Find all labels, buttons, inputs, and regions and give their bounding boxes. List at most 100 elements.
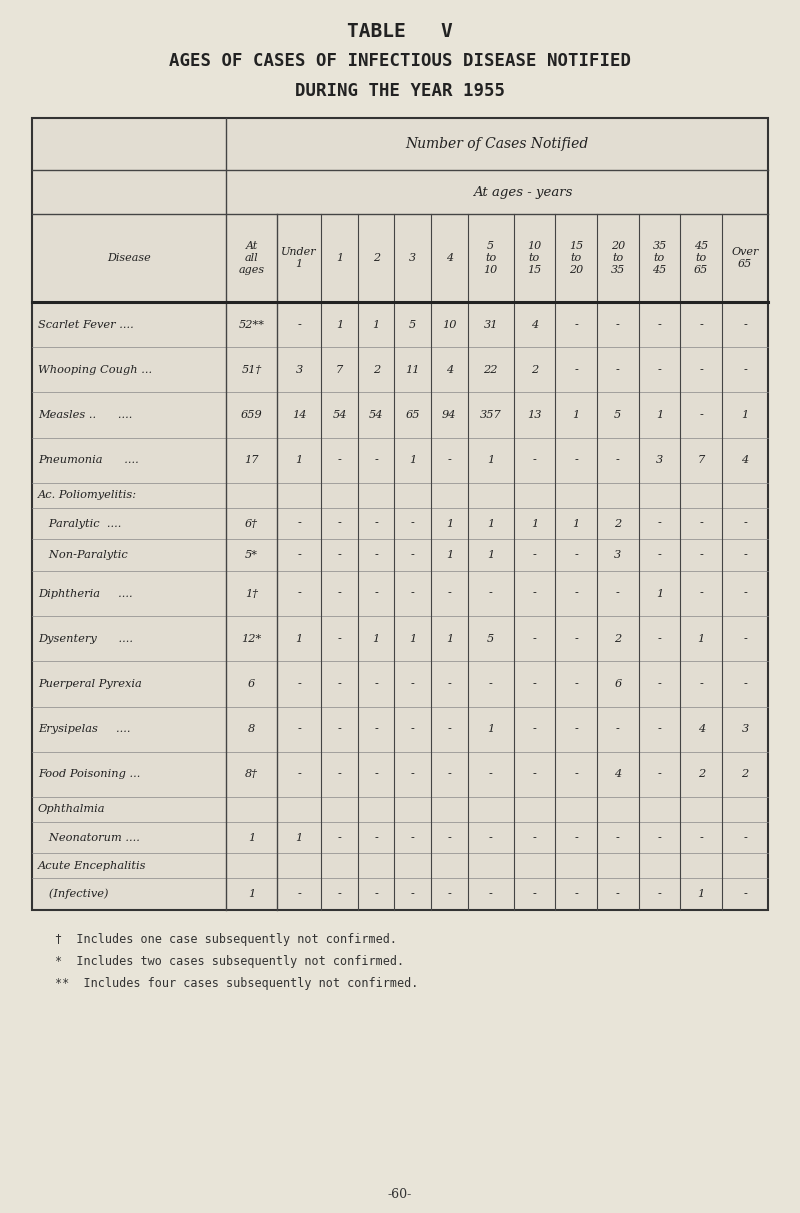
- Text: AGES OF CASES OF INFECTIOUS DISEASE NOTIFIED: AGES OF CASES OF INFECTIOUS DISEASE NOTI…: [169, 52, 631, 70]
- Text: -: -: [533, 769, 536, 780]
- Text: 3: 3: [656, 455, 663, 466]
- Text: 4: 4: [446, 365, 453, 375]
- Text: 10
to
15: 10 to 15: [527, 240, 542, 275]
- Text: 1: 1: [742, 410, 749, 420]
- Text: Under
1: Under 1: [282, 246, 317, 269]
- Text: -: -: [338, 551, 342, 560]
- Text: -: -: [743, 633, 747, 644]
- Text: 31: 31: [483, 319, 498, 330]
- Text: 54: 54: [332, 410, 347, 420]
- Text: -: -: [298, 889, 301, 899]
- Text: 7: 7: [698, 455, 705, 466]
- Text: 11: 11: [406, 365, 420, 375]
- Text: 659: 659: [241, 410, 262, 420]
- Text: 1†: 1†: [245, 588, 258, 598]
- Text: -: -: [338, 518, 342, 529]
- Text: -: -: [616, 724, 620, 734]
- Text: -: -: [743, 551, 747, 560]
- Text: -: -: [616, 832, 620, 843]
- Text: -: -: [533, 724, 536, 734]
- Text: 3: 3: [614, 551, 622, 560]
- Text: *  Includes two cases subsequently not confirmed.: * Includes two cases subsequently not co…: [55, 956, 404, 968]
- Text: 8†: 8†: [245, 769, 258, 780]
- Text: 1: 1: [409, 633, 416, 644]
- Text: -: -: [374, 889, 378, 899]
- Text: 4: 4: [446, 254, 453, 263]
- Text: 65: 65: [406, 410, 420, 420]
- Text: -: -: [699, 679, 703, 689]
- Text: Neonatorum ....: Neonatorum ....: [38, 832, 140, 843]
- Text: -: -: [658, 832, 662, 843]
- Text: -: -: [447, 832, 451, 843]
- Text: -: -: [533, 633, 536, 644]
- Text: 1: 1: [446, 518, 453, 529]
- Text: -: -: [489, 889, 493, 899]
- Text: -: -: [616, 889, 620, 899]
- Text: -: -: [658, 319, 662, 330]
- Text: 1: 1: [573, 410, 580, 420]
- Text: -: -: [574, 832, 578, 843]
- Text: -: -: [699, 365, 703, 375]
- Text: -: -: [338, 633, 342, 644]
- Text: Whooping Cough ...: Whooping Cough ...: [38, 365, 152, 375]
- Text: -: -: [298, 724, 301, 734]
- Text: 1: 1: [446, 551, 453, 560]
- Text: -: -: [574, 769, 578, 780]
- Text: Ophthalmia: Ophthalmia: [38, 804, 106, 814]
- Text: 2: 2: [373, 365, 380, 375]
- Text: -: -: [533, 551, 536, 560]
- Text: -: -: [743, 518, 747, 529]
- Text: -: -: [489, 679, 493, 689]
- Text: 54: 54: [369, 410, 383, 420]
- Text: -: -: [658, 889, 662, 899]
- Text: -: -: [411, 889, 414, 899]
- Text: -: -: [574, 365, 578, 375]
- Text: Ac. Poliomyelitis:: Ac. Poliomyelitis:: [38, 490, 137, 500]
- Text: -: -: [374, 679, 378, 689]
- Text: TABLE   V: TABLE V: [347, 22, 453, 41]
- Text: 45
to
65: 45 to 65: [694, 240, 708, 275]
- Text: 5: 5: [614, 410, 622, 420]
- Text: 5: 5: [487, 633, 494, 644]
- Text: -: -: [574, 588, 578, 598]
- Text: -: -: [658, 633, 662, 644]
- Text: -: -: [743, 365, 747, 375]
- Text: -: -: [338, 832, 342, 843]
- Text: 1: 1: [373, 319, 380, 330]
- Text: 1: 1: [248, 832, 255, 843]
- Text: 1: 1: [336, 254, 343, 263]
- Text: 35
to
45: 35 to 45: [652, 240, 666, 275]
- Text: 357: 357: [480, 410, 502, 420]
- Text: -: -: [489, 588, 493, 598]
- Text: 14: 14: [292, 410, 306, 420]
- Text: At ages - years: At ages - years: [473, 186, 572, 199]
- Text: -: -: [374, 455, 378, 466]
- Text: -: -: [699, 551, 703, 560]
- Text: 1: 1: [248, 889, 255, 899]
- Text: 10: 10: [442, 319, 457, 330]
- Text: **  Includes four cases subsequently not confirmed.: ** Includes four cases subsequently not …: [55, 978, 418, 991]
- Text: 4: 4: [531, 319, 538, 330]
- Text: 2: 2: [614, 633, 622, 644]
- Text: 3: 3: [295, 365, 302, 375]
- Text: -: -: [658, 724, 662, 734]
- Text: Puerperal Pyrexia: Puerperal Pyrexia: [38, 679, 142, 689]
- Text: -: -: [743, 679, 747, 689]
- Text: 1: 1: [295, 633, 302, 644]
- Text: 6†: 6†: [245, 518, 258, 529]
- Text: 1: 1: [373, 633, 380, 644]
- Text: -: -: [374, 551, 378, 560]
- Text: 1: 1: [656, 588, 663, 598]
- Text: -: -: [658, 365, 662, 375]
- Text: 7: 7: [336, 365, 343, 375]
- Text: -: -: [338, 889, 342, 899]
- Text: -: -: [616, 455, 620, 466]
- Text: 1: 1: [446, 633, 453, 644]
- Text: 6: 6: [248, 679, 255, 689]
- Text: -: -: [658, 679, 662, 689]
- Text: -: -: [699, 832, 703, 843]
- Text: -: -: [374, 518, 378, 529]
- Text: 4: 4: [742, 455, 749, 466]
- Text: -: -: [298, 551, 301, 560]
- Text: -: -: [338, 455, 342, 466]
